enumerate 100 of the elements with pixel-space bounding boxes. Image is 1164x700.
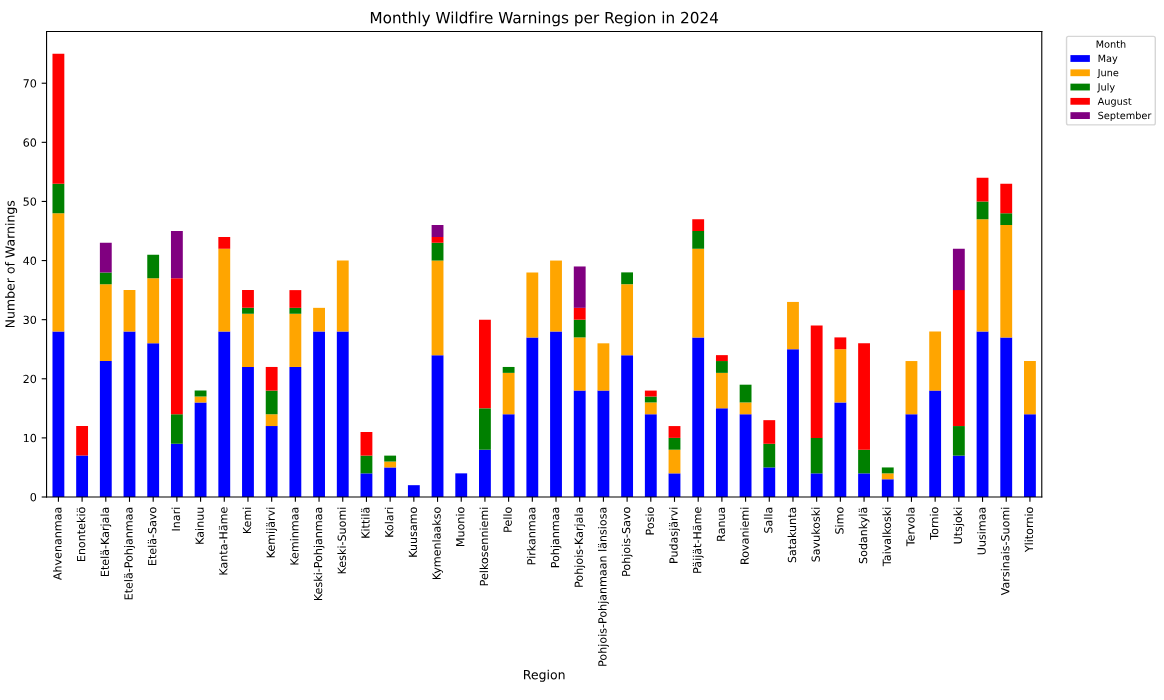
bar bbox=[573, 390, 586, 497]
bar bbox=[550, 260, 562, 332]
legend-label: July bbox=[1097, 83, 1115, 93]
bar bbox=[52, 213, 65, 332]
bar bbox=[976, 177, 989, 202]
y-tick-label: 70 bbox=[23, 79, 37, 88]
x-tick-label: Simo bbox=[834, 507, 844, 534]
x-tick-label: Uusimaa bbox=[977, 507, 986, 555]
x-tick-label: Rovaniemi bbox=[740, 507, 749, 564]
x-tick-label: Ylitornio bbox=[1024, 507, 1034, 553]
bar bbox=[360, 431, 373, 456]
bar bbox=[99, 284, 112, 362]
bar bbox=[668, 426, 681, 438]
bar bbox=[952, 290, 965, 427]
bar bbox=[692, 231, 705, 249]
bar bbox=[952, 248, 965, 291]
bar bbox=[1000, 225, 1013, 338]
x-tick-label: Utsjoki bbox=[953, 507, 965, 544]
bar bbox=[123, 290, 136, 332]
x-tick-label: Kemi bbox=[242, 507, 252, 534]
bar bbox=[763, 420, 776, 444]
legend-label: August bbox=[1097, 97, 1132, 107]
bar bbox=[834, 337, 847, 350]
bar bbox=[502, 372, 515, 415]
bar bbox=[52, 53, 65, 184]
x-tick-label: Päijät-Häme bbox=[692, 507, 704, 573]
bar bbox=[336, 331, 349, 497]
bar bbox=[170, 278, 183, 415]
bar bbox=[810, 325, 823, 438]
x-tick-label: Kuusamo bbox=[408, 507, 418, 557]
x-tick-label: Pohjois-Savo bbox=[621, 507, 633, 576]
bar bbox=[170, 414, 183, 444]
bar bbox=[502, 366, 515, 373]
x-tick-label: Kanta-Häme bbox=[218, 507, 228, 575]
bar bbox=[99, 242, 112, 273]
bar bbox=[313, 331, 325, 497]
bar bbox=[644, 390, 657, 397]
x-tick-label: Pohjanmaa bbox=[550, 507, 562, 568]
bar bbox=[265, 390, 278, 415]
x-tick-label: Etelä-Pohjanmaa bbox=[124, 507, 135, 600]
bar bbox=[952, 426, 965, 456]
x-tick-label: Pello bbox=[503, 507, 512, 532]
x-tick-label: Ahvenanmaa bbox=[53, 507, 62, 581]
bar bbox=[242, 366, 254, 497]
x-tick-label: Inari bbox=[171, 507, 181, 531]
bar bbox=[573, 337, 586, 391]
bar bbox=[976, 331, 989, 497]
bar bbox=[597, 343, 610, 391]
x-tick-label: Kemijärvi bbox=[266, 507, 278, 558]
bar bbox=[526, 272, 539, 338]
y-axis-title: Number of Warnings bbox=[5, 200, 18, 328]
x-tick-label: Kolari bbox=[384, 507, 394, 537]
bar bbox=[834, 402, 847, 497]
bar bbox=[194, 402, 207, 497]
bar bbox=[929, 331, 942, 391]
bar bbox=[787, 301, 799, 350]
x-tick-label: Sodankylä bbox=[858, 507, 870, 564]
y-tick-label: 60 bbox=[23, 138, 37, 147]
x-tick-label: Kymenlaakso bbox=[432, 507, 443, 580]
bar bbox=[170, 231, 183, 279]
bar bbox=[976, 219, 989, 332]
bar bbox=[739, 414, 752, 497]
legend-label: September bbox=[1098, 111, 1152, 122]
bar bbox=[431, 236, 444, 243]
bar bbox=[455, 473, 468, 497]
bar bbox=[597, 390, 610, 497]
bar bbox=[218, 248, 231, 332]
x-tick-label: Ranua bbox=[716, 507, 726, 541]
bar bbox=[289, 290, 302, 308]
bar bbox=[265, 426, 278, 497]
bar bbox=[668, 437, 681, 450]
bar bbox=[242, 290, 254, 308]
bar bbox=[407, 485, 420, 497]
x-tick-label: Keski-Pohjanmaa bbox=[313, 507, 325, 601]
bar bbox=[123, 331, 136, 497]
bar bbox=[76, 426, 89, 456]
x-tick-label: Satakunta bbox=[787, 507, 797, 563]
bar bbox=[52, 183, 65, 214]
legend-label: June bbox=[1097, 69, 1119, 79]
bar bbox=[1000, 183, 1013, 214]
x-tick-label: Etelä-Karjala bbox=[100, 507, 112, 577]
x-tick-label: Tervola bbox=[906, 507, 915, 547]
bar bbox=[715, 355, 728, 362]
bar bbox=[431, 225, 444, 237]
bar bbox=[810, 437, 823, 474]
x-tick-label: Keski-Suomi bbox=[337, 507, 346, 574]
bar bbox=[1024, 361, 1036, 415]
x-tick-label: Savukoski bbox=[811, 507, 820, 562]
x-tick-label: Keminmaa bbox=[289, 507, 299, 565]
bar bbox=[644, 402, 657, 415]
bar bbox=[692, 337, 705, 497]
bar bbox=[952, 455, 965, 497]
x-tick-label: Kittilä bbox=[361, 507, 370, 538]
bar bbox=[573, 307, 586, 320]
bar bbox=[881, 479, 894, 497]
x-tick-label: Pirkanmaa bbox=[526, 507, 536, 565]
bar bbox=[810, 473, 823, 497]
bar bbox=[289, 366, 302, 497]
bar bbox=[147, 343, 160, 497]
bar bbox=[881, 473, 894, 480]
